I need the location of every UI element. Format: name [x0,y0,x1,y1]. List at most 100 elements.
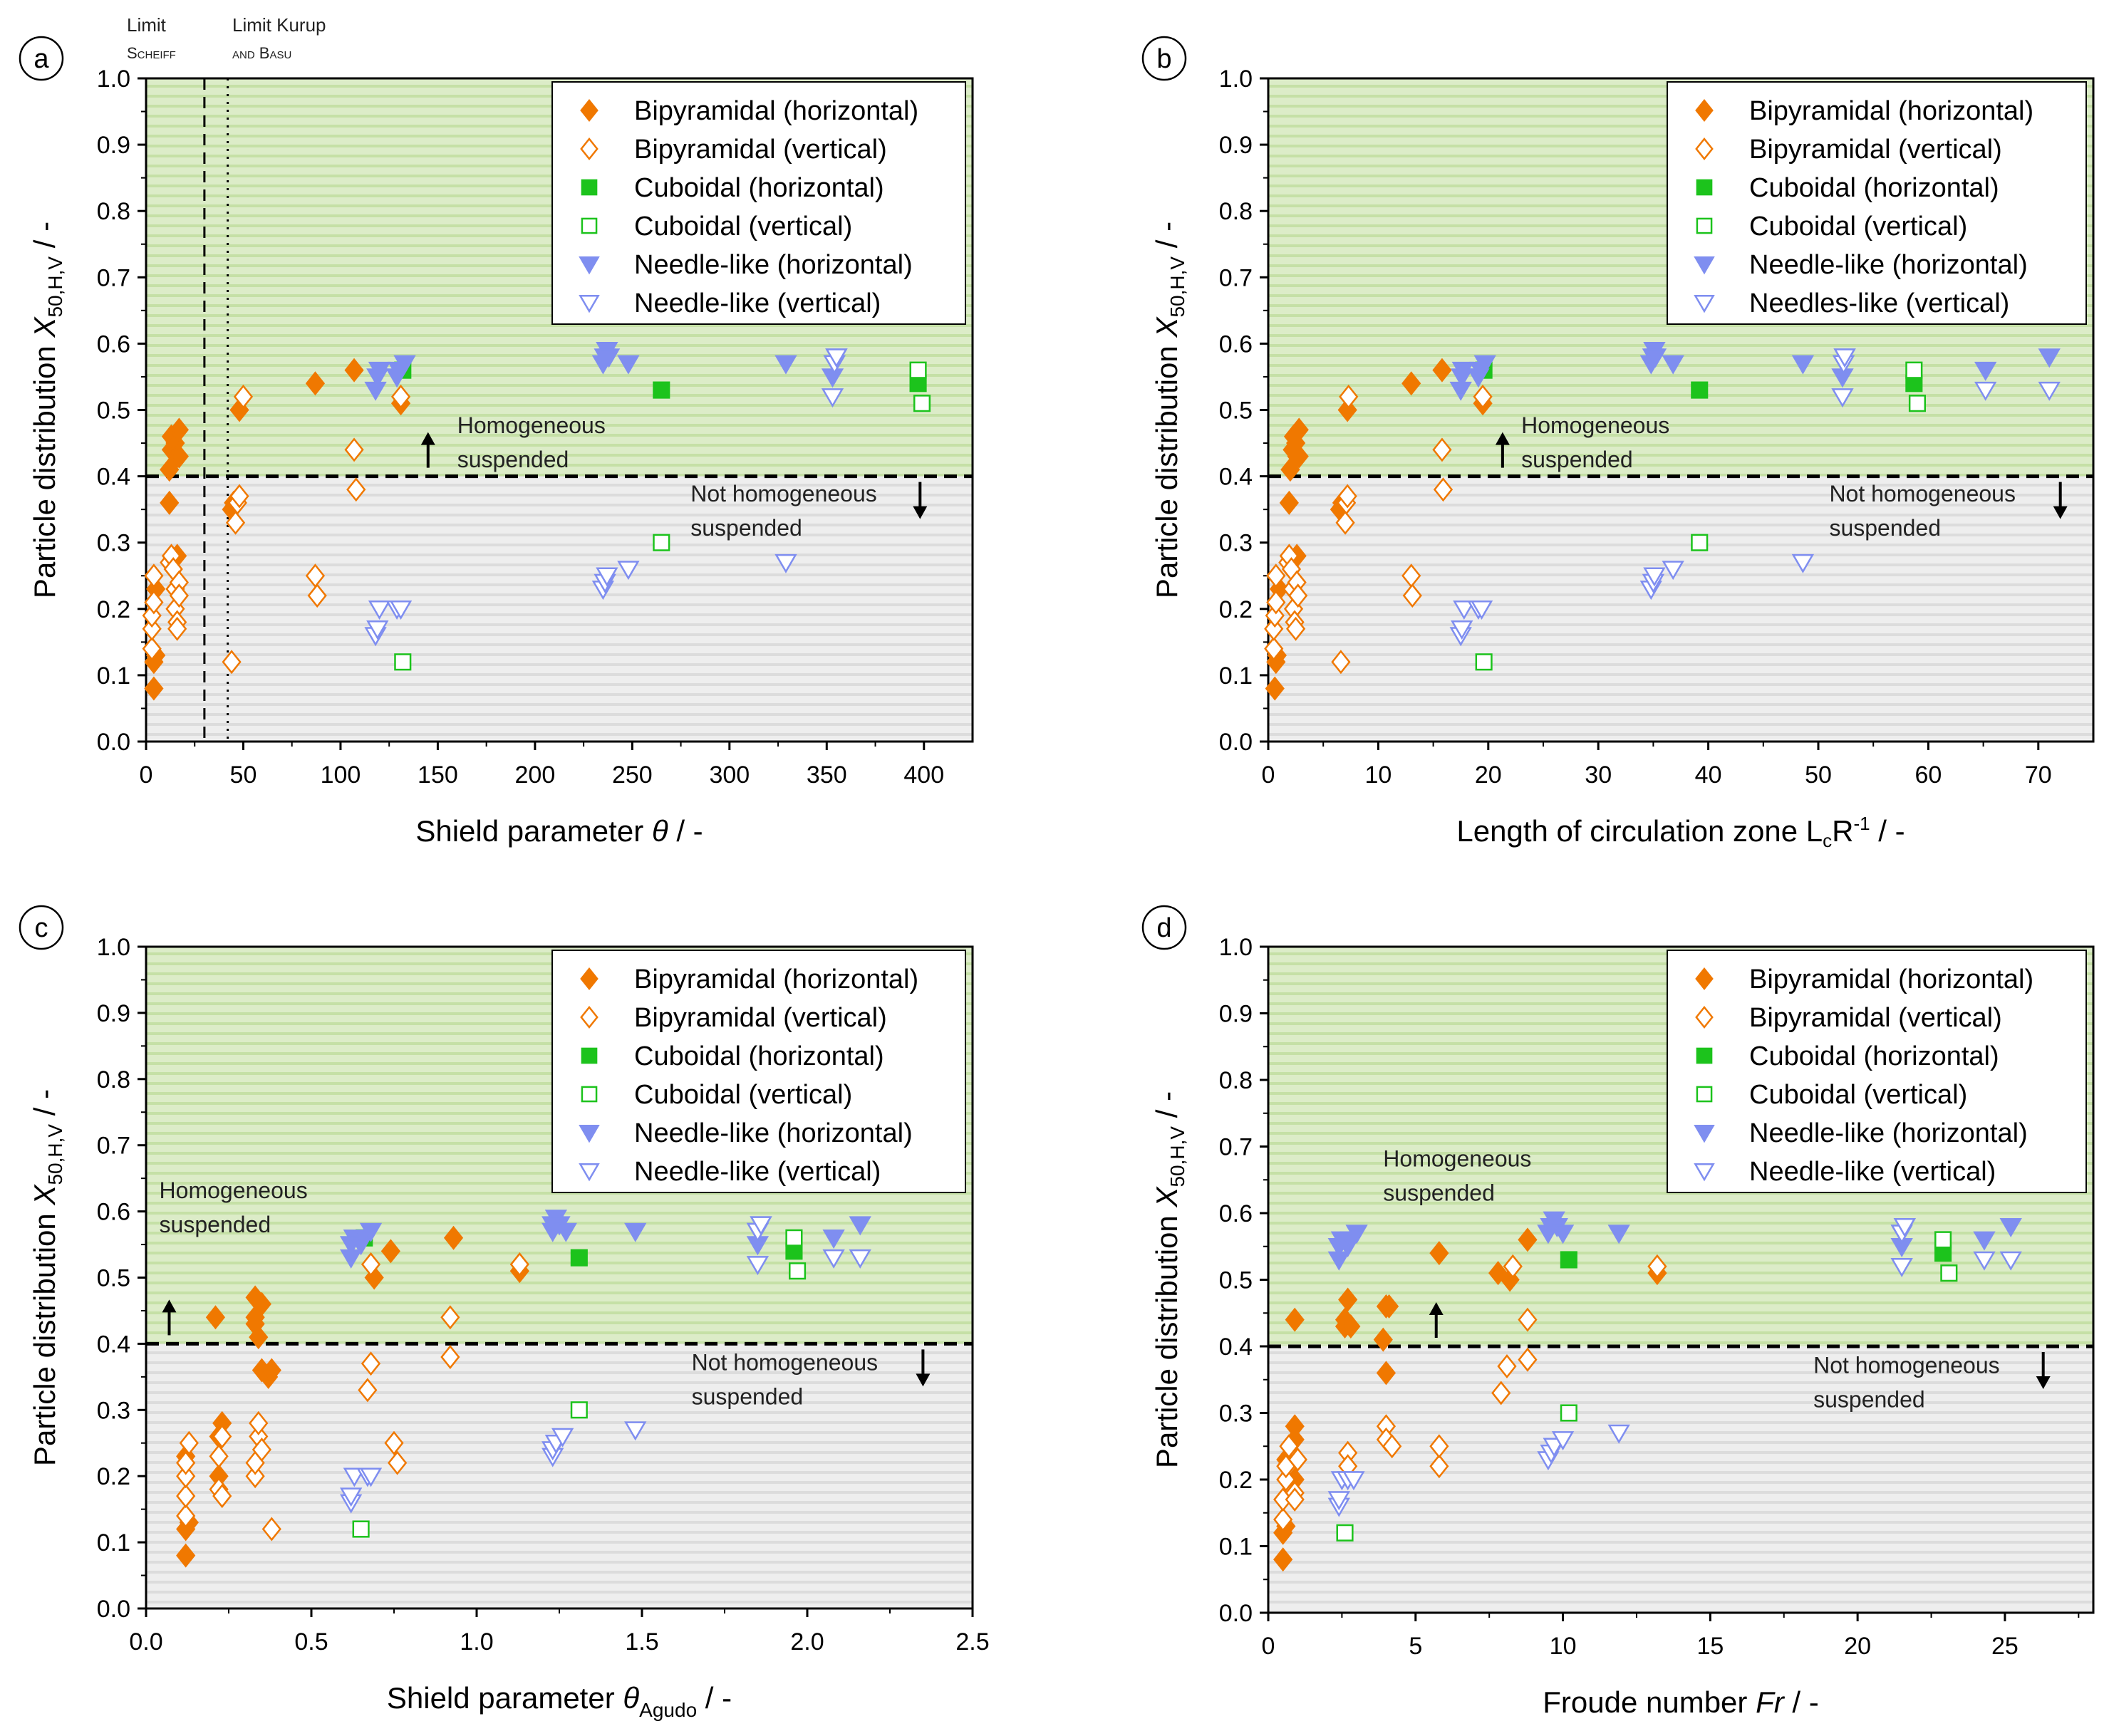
y-tick-label: 0.6 [1219,331,1253,358]
x-tick-label: 0 [1262,1633,1275,1660]
annotation-arrow-down-head [2053,506,2068,519]
y-tick-label: 0.5 [1219,397,1253,425]
annotation-text: Homogeneous [160,1178,308,1203]
y-tick-label: 0.0 [97,729,130,756]
panel-a: Limit Scheiff Limit Kurup and Basu 0.0 0.1 0.2… [19,14,974,848]
data-point [825,348,848,368]
limit-label: Limit [127,14,167,36]
data-point [1336,1524,1354,1542]
label-part: Shield parameter [415,814,652,848]
data-point [1644,348,1667,368]
label-part: Agudo [639,1699,697,1721]
label-part: Froude number [1543,1685,1756,1719]
label-part: 50,H,V [1166,1126,1188,1187]
x-tick-label: 15 [1696,1633,1724,1660]
legend-label: Needle-like (horizontal) [1749,1118,2028,1148]
annotation-text: suspended [1813,1386,1925,1412]
label-part: Particle distribution [1150,338,1183,599]
data-point [2038,381,2061,401]
y-tick-label: 0.9 [1219,132,1253,159]
data-point [160,490,180,515]
data-point [1905,361,1923,379]
data-point [1488,1261,1508,1286]
annotation-text: suspended [457,447,569,472]
legend-label: Needle-like (horizontal) [634,250,913,280]
data-point [1376,1361,1396,1386]
legend-marker [579,1163,600,1182]
y-tick-label: 0.0 [1219,729,1253,756]
annotation-text: Not homogeneous [690,481,877,506]
data-point [209,1444,229,1469]
limit-label: and Basu [232,44,291,62]
data-point [822,1249,845,1269]
limit-label: Scheiff [127,44,176,62]
data-point [176,1484,196,1509]
legend-marker [1694,294,1715,313]
y-tick-label: 0.5 [97,397,130,425]
annotation-text: suspended [1829,515,1941,541]
x-axis-label: Shield parameter θ / - [415,814,703,848]
label-part: / - [668,814,703,848]
x-tick-label: 20 [1475,762,1502,789]
data-point [1432,358,1452,383]
data-point [1491,1381,1511,1405]
y-axis-label: Particle distribution X50,H,V / - [1150,1091,1188,1468]
not-homogeneous-zone [146,476,973,742]
data-point [1339,384,1359,409]
label-part: R [1832,814,1853,848]
data-point [1973,1231,1996,1251]
data-point [1662,355,1684,375]
label-part: / - [1870,814,1905,848]
y-tick-label: 0.2 [1219,596,1253,623]
x-tick-label: 150 [418,762,458,789]
data-point [380,1239,400,1264]
series-cuboidal-vertical- [352,1229,807,1538]
data-point [1451,361,1474,381]
x-tick-label: 70 [2025,762,2052,789]
limit-label: Limit Kurup [232,14,326,36]
y-tick-label: 0.2 [1219,1467,1253,1494]
data-point [142,616,162,641]
x-tick-label: 1.0 [460,1628,493,1656]
data-point [393,355,416,375]
y-tick-label: 0.4 [1219,1334,1253,1361]
data-point [144,590,164,615]
legend-label: Cuboidal (vertical) [634,212,852,241]
x-tick-label: 60 [1914,762,1942,789]
data-point [1473,355,1496,375]
x-tick-label: 5 [1409,1633,1422,1660]
data-point [1470,601,1493,620]
data-point [1518,1347,1538,1372]
legend-box [551,950,966,1193]
data-point [750,1216,772,1236]
data-point [554,1222,577,1242]
legend-label: Cuboidal (horizontal) [1749,173,1999,203]
x-tick-label: 100 [321,762,361,789]
data-point [233,384,254,409]
y-tick-label: 0.0 [1219,1600,1253,1627]
y-tick-label: 0.9 [97,1000,130,1027]
data-point [1331,650,1351,675]
data-point [1402,583,1422,608]
panel-label: a [33,44,49,74]
legend-label: Needle-like (vertical) [634,289,881,318]
series-bipyramidal-horizontal- [1273,1227,1667,1572]
data-point [346,477,366,502]
data-point [1342,1471,1365,1491]
data-point [384,1430,404,1455]
data-point [1647,1254,1667,1279]
y-tick-label: 0.7 [1219,264,1253,291]
legend-box [1667,950,2087,1193]
legend-label: Needle-like (vertical) [634,1157,881,1187]
data-point [1560,1251,1577,1269]
data-point [394,653,412,671]
data-point [1433,477,1454,502]
legend-marker [1696,217,1713,234]
data-point [176,1543,196,1568]
data-point [774,553,797,573]
label-part: θ [652,814,668,848]
data-point [1265,676,1285,701]
data-point [1833,348,1856,368]
annotation-text: Homogeneous [1383,1146,1531,1172]
legend: Bipyramidal (horizontal) Bipyramidal (ver… [551,81,966,325]
